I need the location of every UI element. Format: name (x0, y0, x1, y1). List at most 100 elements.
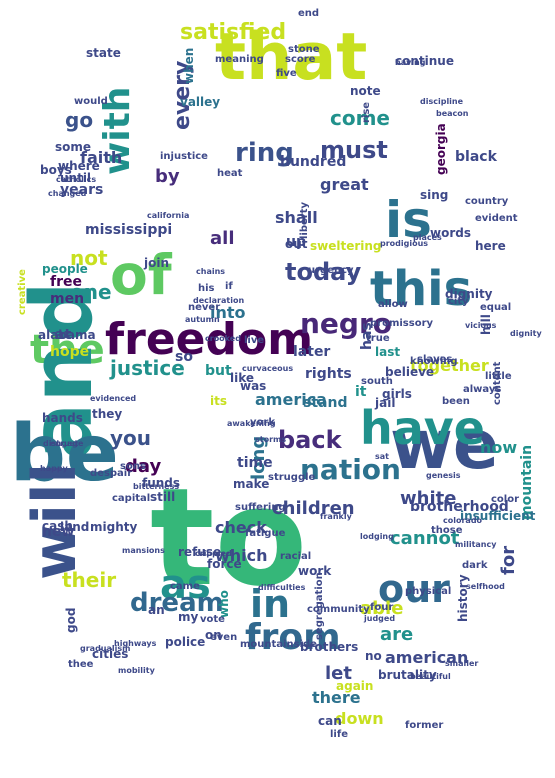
word-make: make (233, 477, 270, 491)
word-georgia: georgia (434, 123, 448, 175)
word-brothers: brothers (300, 640, 359, 654)
word-justice: justice (110, 356, 185, 380)
word-curvaceous: curvaceous (242, 364, 294, 373)
word-lodging: lodging (360, 532, 394, 541)
word-are: are (380, 624, 414, 645)
word-fatigue: fatigue (245, 528, 286, 539)
word-words: words (430, 226, 471, 240)
word-nation: nation (300, 453, 401, 486)
word-prodigious: prodigious (380, 239, 429, 248)
word-until: until (60, 171, 92, 185)
word-highways: highways (114, 639, 157, 648)
word-california: california (147, 211, 190, 220)
word-evident: evident (475, 213, 518, 224)
word-sons: sons (120, 461, 146, 472)
word-have: have (360, 401, 485, 455)
word-his: his (198, 283, 215, 294)
word-gradualism: gradualism (80, 644, 131, 653)
word-former: former (405, 720, 444, 731)
word-now: now (480, 438, 518, 457)
word-in: in (250, 582, 291, 626)
word-we: we (390, 406, 499, 485)
word-crippled: crippled (195, 549, 232, 558)
word-meaning: meaning (215, 54, 264, 65)
word-insufficient: insufficient (460, 509, 536, 523)
word-judged: judged (364, 614, 396, 623)
word-but: but (205, 363, 232, 379)
word-vote: vote (200, 614, 225, 625)
word-black: black (455, 149, 497, 165)
word-still: still (150, 490, 176, 504)
word-out: out (285, 237, 308, 251)
word-colorado: colorado (443, 516, 483, 525)
word-boys: boys (40, 163, 72, 177)
word-been: been (442, 396, 470, 407)
word-came: came (170, 581, 200, 592)
word-happy: happy (40, 464, 68, 473)
word-mountainside: mountainside (240, 639, 317, 650)
word-girls: girls (382, 387, 412, 401)
word-catholics: catholics (56, 175, 97, 184)
word-last: last (375, 345, 401, 359)
word-even: even (210, 632, 238, 643)
word-work: work (298, 564, 332, 578)
word-hundred: hundred (280, 154, 347, 170)
word-thee: thee (68, 659, 94, 670)
word-of: of (110, 243, 172, 307)
word-america: america (255, 390, 327, 409)
word-militancy: militancy (455, 540, 497, 549)
word-dignity: dignity (510, 329, 542, 338)
word-time: time (237, 455, 273, 471)
word-where: where (58, 159, 100, 173)
word-at: at (55, 327, 72, 343)
word-back: back (278, 426, 342, 454)
word-able: able (360, 598, 404, 619)
word-freedom: freedom (105, 314, 314, 365)
word-suffering: suffering (235, 502, 286, 513)
word-must: must (320, 136, 388, 164)
word-crooked: crooked (205, 334, 241, 343)
word-you: you (110, 426, 152, 450)
word-beautiful: beautiful (410, 672, 451, 681)
word-check: check (215, 518, 267, 537)
word-there: there (312, 688, 361, 707)
word-refuse: refuse (178, 545, 222, 559)
word-struggle: struggle (268, 472, 316, 483)
word-american: american (385, 648, 469, 667)
word-creative: creative (17, 269, 28, 315)
word-brotherhood: brotherhood (410, 499, 509, 515)
word-alabama: alabama (38, 328, 96, 342)
word-the: the (30, 327, 105, 373)
word-discipline: discipline (420, 97, 464, 106)
word-mobility: mobility (118, 666, 155, 675)
word-knowing: knowing (410, 356, 458, 367)
word-white: white (400, 488, 457, 509)
word-community: community (307, 604, 370, 615)
word-cities: cities (92, 647, 129, 661)
word-distrust: distrust (43, 439, 79, 448)
word-not: not (70, 246, 108, 270)
word-dream: dream (130, 588, 224, 618)
word-an: an (148, 603, 165, 617)
word-its: its (210, 394, 227, 408)
word-by: by (155, 166, 180, 187)
word-force: force (207, 557, 242, 571)
word-beacon: beacon (436, 109, 469, 118)
word-brutality: brutality (378, 668, 437, 682)
word-cannot: cannot (390, 528, 460, 549)
word-god: god (64, 607, 78, 633)
word-dignity: dignity (445, 287, 493, 301)
word-capital: capital (112, 493, 151, 504)
word-promissory: promissory (370, 318, 434, 329)
word-dark: dark (462, 560, 488, 571)
word-go: go (65, 108, 94, 132)
word-genesis: genesis (426, 471, 461, 480)
word-storms: storms (255, 435, 287, 444)
word-be: be (10, 409, 119, 499)
word-negro: negro (300, 307, 393, 340)
word-to: to (150, 459, 308, 616)
word-here: here (475, 239, 506, 253)
word-again: again (336, 679, 374, 693)
word-valley: valley (180, 95, 221, 109)
word-join: join (144, 256, 170, 270)
